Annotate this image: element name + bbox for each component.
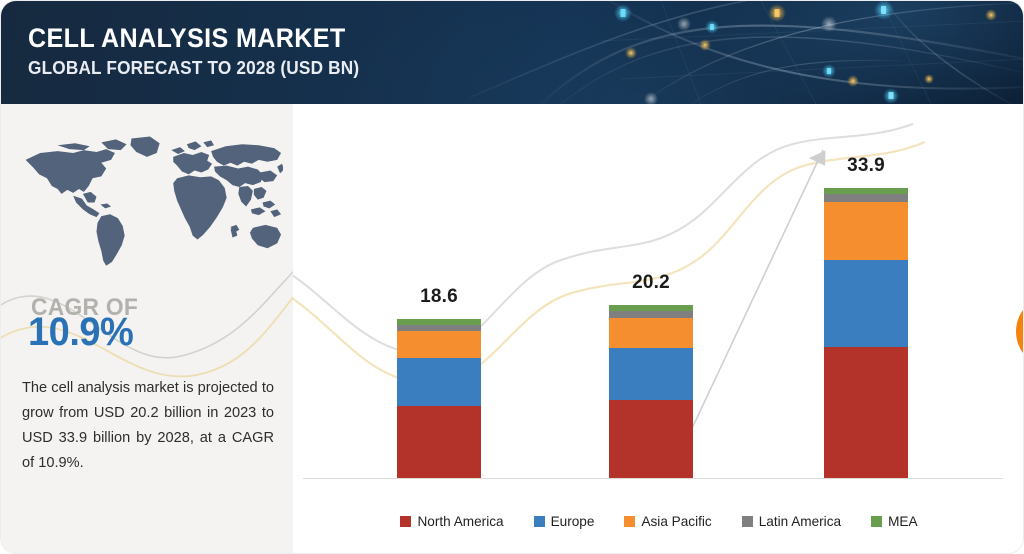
bar-segment-asia-pacific[interactable] (824, 201, 908, 260)
bar-group (609, 305, 693, 478)
summary-panel: CAGR OF 10.9% The cell analysis market i… (1, 104, 293, 553)
panel-decorative-curves (1, 270, 293, 378)
legend-swatch (624, 516, 636, 527)
bar-segment-north-america[interactable] (397, 406, 481, 478)
legend-item-mea[interactable]: MEA (871, 514, 918, 529)
bar-stack-2022[interactable] (397, 318, 481, 478)
bar-total-label: 20.2 (632, 272, 670, 294)
world-map (11, 122, 292, 287)
bar-segment-north-america[interactable] (609, 400, 693, 478)
bar-segment-mea[interactable] (609, 305, 693, 312)
bar-segment-asia-pacific[interactable] (397, 330, 481, 359)
legend-item-north-america[interactable]: North America (400, 514, 504, 529)
cagr-bubble: 10.9 % (1016, 295, 1023, 368)
bar-group (824, 188, 908, 478)
bar-total-label: 18.6 (420, 285, 458, 307)
bar-segment-latin-america[interactable] (824, 193, 908, 202)
x-axis-line (303, 478, 1003, 479)
page-title: CELL ANALYSIS MARKET (28, 23, 346, 53)
bar-segment-asia-pacific[interactable] (609, 318, 693, 348)
bar-group (397, 318, 481, 478)
legend-label: Asia Pacific (641, 514, 712, 529)
bar-segment-latin-america[interactable] (609, 311, 693, 318)
legend-swatch (533, 516, 545, 527)
bar-segment-mea[interactable] (397, 318, 481, 325)
page-subtitle: GLOBAL FORECAST TO 2028 (USD BN) (28, 57, 360, 79)
legend-item-europe[interactable]: Europe (533, 514, 595, 529)
bar-total-label: 33.9 (847, 155, 885, 176)
legend-item-asia-pacific[interactable]: Asia Pacific (624, 514, 712, 529)
header-network-decoration (470, 1, 1023, 104)
legend-swatch (400, 516, 412, 527)
legend-label: MEA (888, 514, 918, 529)
chart-panel: 18.620.233.9 10.9 % 202220232028 (293, 104, 1023, 553)
bar-stack-2023[interactable] (609, 305, 693, 478)
chart-legend: North America Europe Asia Pacific Latin Ame… (293, 514, 1023, 529)
bar-segment-latin-america[interactable] (397, 324, 481, 331)
bar-segment-north-america[interactable] (824, 347, 908, 478)
header-text-block: CELL ANALYSIS MARKET GLOBAL FORECAST TO … (28, 23, 384, 79)
legend-swatch (741, 516, 753, 527)
bar-segment-europe[interactable] (824, 259, 908, 348)
cagr-label: CAGR OF (31, 294, 139, 321)
header-banner: CELL ANALYSIS MARKET GLOBAL FORECAST TO … (1, 1, 1023, 104)
legend-item-latin-america[interactable]: Latin America (741, 514, 842, 529)
bar-segment-europe[interactable] (397, 358, 481, 407)
cagr-value: 10.9% (28, 310, 134, 354)
growth-arrow (678, 149, 826, 457)
market-description: The cell analysis market is projected to… (22, 380, 274, 471)
legend-swatch (871, 516, 883, 527)
bar-stack-2028[interactable] (824, 188, 908, 478)
bar-segment-mea[interactable] (824, 188, 908, 194)
legend-label: Latin America (758, 514, 842, 529)
bar-segment-europe[interactable] (609, 347, 693, 401)
legend-label: North America (417, 514, 504, 529)
legend-label: Europe (550, 514, 595, 529)
